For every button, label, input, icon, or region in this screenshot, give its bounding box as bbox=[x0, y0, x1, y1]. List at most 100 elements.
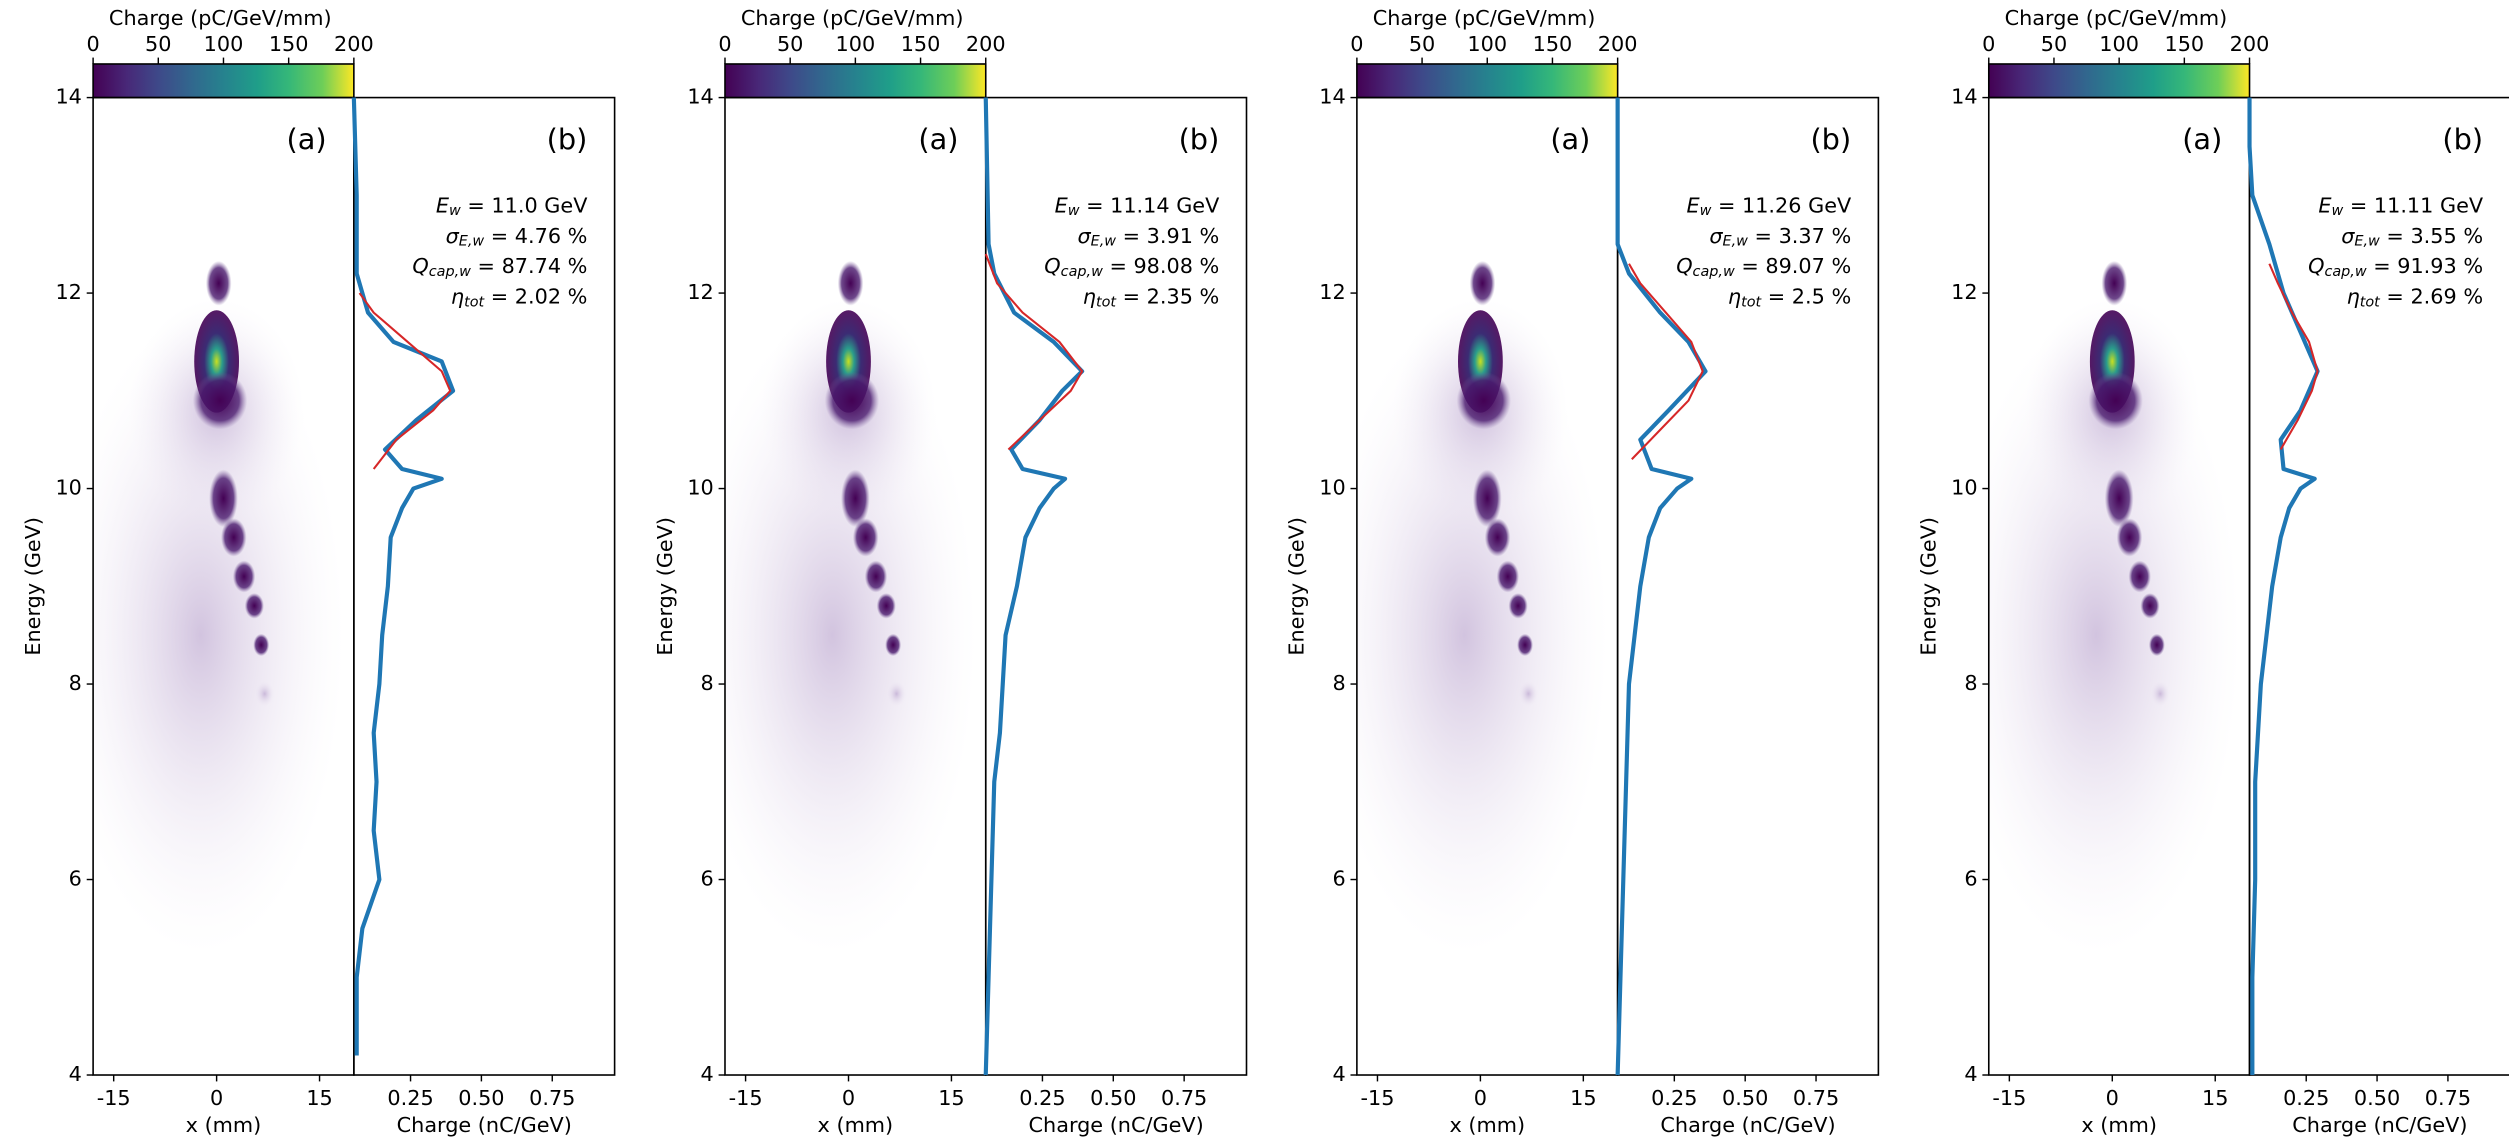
beam-lump bbox=[1472, 469, 1502, 528]
annotation: Ew = 11.14 GeV bbox=[1055, 193, 1221, 219]
x-tick-label: -15 bbox=[1992, 1086, 2026, 1110]
y-tick-label: 4 bbox=[1964, 1062, 1977, 1086]
colorbar-tick-label: 0 bbox=[718, 32, 731, 56]
annotation: σE,w = 3.55 % bbox=[2341, 224, 2483, 250]
x-tick-label: 15 bbox=[2202, 1086, 2228, 1110]
spectrum-frame bbox=[1616, 96, 1880, 1076]
x-tick-label: -15 bbox=[729, 1086, 763, 1110]
beam-lump bbox=[192, 371, 248, 430]
colorbar-tick-label: 200 bbox=[2230, 32, 2270, 56]
x-tick-label: -15 bbox=[97, 1086, 131, 1110]
annotation-text: = 2.35 % bbox=[1116, 285, 1219, 309]
y-tick-label: 14 bbox=[55, 85, 81, 109]
colorbar-tick-label: 200 bbox=[334, 32, 374, 56]
x-tick-label: 0.50 bbox=[1722, 1086, 1768, 1110]
y-tick-label: 4 bbox=[69, 1062, 82, 1086]
colorbar-tick-label: 100 bbox=[2099, 32, 2139, 56]
beam-lump bbox=[2104, 469, 2134, 528]
beam-image bbox=[1356, 260, 1609, 956]
colorbar-tick-label: 150 bbox=[901, 32, 941, 56]
x-tick-label: 0.75 bbox=[2425, 1086, 2471, 1110]
spectrum-line bbox=[2247, 97, 2320, 1076]
beam-lump bbox=[2116, 518, 2143, 557]
colorbar-tick-label: 0 bbox=[86, 32, 99, 56]
x-axis-label: Charge (nC/GeV) bbox=[2292, 1113, 2467, 1137]
x-tick-label: 0.25 bbox=[1651, 1086, 1697, 1110]
annotation: Ew = 11.0 GeV bbox=[436, 193, 588, 219]
x-axis-label: x (mm) bbox=[818, 1113, 894, 1137]
x-axis-label: Charge (nC/GeV) bbox=[1029, 1113, 1204, 1137]
colorbar-tick-label: 150 bbox=[269, 32, 309, 56]
y-tick-label: 12 bbox=[55, 280, 81, 304]
x-tick-label: 0.25 bbox=[387, 1086, 433, 1110]
colorbar-tick-label: 200 bbox=[1598, 32, 1638, 56]
spectrum-line bbox=[1628, 263, 1704, 460]
y-tick-label: 6 bbox=[1332, 867, 1345, 891]
y-tick-label: 4 bbox=[1332, 1062, 1345, 1086]
annotation-subscript: cap,w bbox=[2324, 264, 2366, 280]
annotation-symbol: Q bbox=[1044, 254, 1060, 278]
beam-lump bbox=[886, 681, 907, 707]
y-tick-label: 6 bbox=[69, 867, 82, 891]
y-tick-label: 14 bbox=[1951, 85, 1977, 109]
annotation-symbol: E bbox=[436, 193, 450, 217]
annotation-symbol: η bbox=[2347, 285, 2360, 309]
x-tick-label: 0.75 bbox=[1793, 1086, 1839, 1110]
beam-lump bbox=[1469, 260, 1496, 306]
annotation-symbol: E bbox=[1686, 193, 1700, 217]
beam-lump bbox=[864, 560, 888, 593]
beam-lump bbox=[1508, 593, 1528, 619]
panel-label: (b) bbox=[1179, 122, 1220, 156]
annotation-text: = 11.0 GeV bbox=[461, 193, 588, 217]
panel-label: (a) bbox=[1550, 122, 1590, 156]
beam-image bbox=[724, 260, 977, 956]
colorbar-tick-label: 100 bbox=[204, 32, 244, 56]
colorbar-tick-label: 200 bbox=[966, 32, 1006, 56]
y-tick-label: 6 bbox=[701, 867, 714, 891]
annotation: σE,w = 3.37 % bbox=[1709, 224, 1851, 250]
beam-lump bbox=[824, 371, 880, 430]
beam-lump bbox=[209, 469, 238, 528]
y-tick-label: 12 bbox=[1319, 280, 1345, 304]
beam-lump bbox=[1484, 518, 1511, 557]
annotation-text: = 3.55 % bbox=[2380, 224, 2483, 248]
beam-lump bbox=[876, 593, 896, 619]
colorbar-label: Charge (pC/GeV/mm) bbox=[741, 6, 964, 30]
annotation-subscript: E,w bbox=[2354, 234, 2380, 250]
annotation: Ew = 11.26 GeV bbox=[1686, 193, 1852, 219]
annotation-symbol: Q bbox=[2308, 254, 2324, 278]
y-tick-label: 10 bbox=[55, 476, 81, 500]
y-tick-label: 8 bbox=[701, 671, 714, 695]
x-tick-label: 0.50 bbox=[2354, 1086, 2400, 1110]
spectrum-line bbox=[983, 97, 1085, 1076]
annotation-symbol: σ bbox=[2341, 224, 2355, 248]
annotation-symbol: η bbox=[1083, 285, 1096, 309]
x-tick-label: 0 bbox=[2106, 1086, 2119, 1110]
annotation-symbol: σ bbox=[1709, 224, 1723, 248]
y-tick-label: 10 bbox=[1319, 476, 1345, 500]
colorbar bbox=[1356, 63, 1618, 98]
y-axis-label: Energy (GeV) bbox=[1917, 517, 1941, 656]
annotation-text: = 2.5 % bbox=[1761, 285, 1851, 309]
colorbar-tick-label: 0 bbox=[1350, 32, 1363, 56]
x-axis-label: x (mm) bbox=[1449, 1113, 1525, 1137]
beam-image bbox=[1988, 260, 2241, 956]
beam-lump bbox=[885, 633, 902, 657]
x-tick-label: 0.50 bbox=[1090, 1086, 1136, 1110]
annotation: ηtot = 2.69 % bbox=[2347, 285, 2484, 311]
annotation-subscript: w bbox=[1700, 203, 1712, 219]
beam-lump bbox=[2101, 260, 2128, 306]
annotation-subscript: tot bbox=[1741, 294, 1762, 310]
annotation: Qcap,w = 89.07 % bbox=[1676, 254, 1851, 280]
y-tick-label: 4 bbox=[701, 1062, 714, 1086]
annotation-subscript: E,w bbox=[1723, 234, 1749, 250]
y-axis-label: Energy (GeV) bbox=[21, 517, 45, 656]
colorbar-tick-label: 50 bbox=[1409, 32, 1435, 56]
annotation-text: = 3.91 % bbox=[1116, 224, 1219, 248]
x-tick-label: 0.75 bbox=[529, 1086, 575, 1110]
annotation: ηtot = 2.35 % bbox=[1083, 285, 1220, 311]
